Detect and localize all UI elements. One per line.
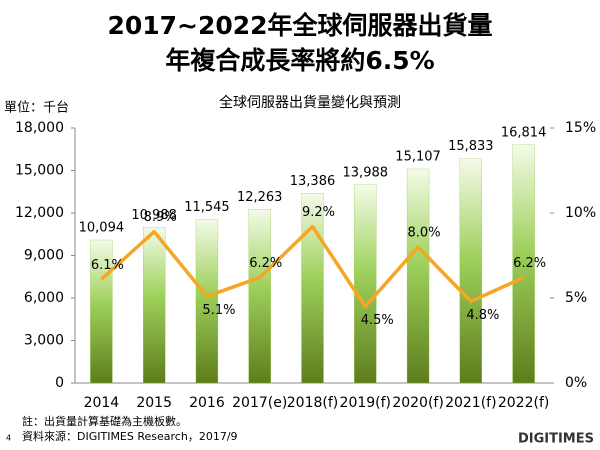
data-label: 15,833	[448, 139, 494, 154]
data-label: 15,107	[395, 149, 441, 164]
x-tick-label: 2017(e)	[232, 395, 287, 411]
data-label: 10,094	[79, 221, 125, 236]
line	[100, 224, 525, 309]
x-tick-label: 2018(f)	[287, 395, 338, 411]
y2-tick-label: 15%	[565, 120, 596, 136]
y2-tick-label: 0%	[565, 375, 587, 391]
x-tick-label: 2020(f)	[392, 395, 443, 411]
data-label: 11,545	[184, 200, 230, 215]
bar	[459, 158, 482, 384]
data-label: 9.2%	[302, 205, 335, 220]
chart-subtitle: 全球伺服器出貨量變化與預測	[219, 94, 401, 111]
x-tick-label: 2015	[136, 395, 172, 411]
chart-title: 2017~2022年全球伺服器出貨量	[107, 11, 492, 40]
page-number: 4	[6, 434, 11, 443]
note: 資料來源：DIGITIMES Research，2017/9	[22, 429, 238, 443]
bar	[512, 144, 535, 384]
bar	[301, 193, 324, 384]
data-label: 10,988	[131, 208, 177, 223]
data-label: 6.2%	[249, 256, 282, 271]
bar	[406, 168, 430, 384]
note: 註：出貨量計算基礎為主機板數。	[22, 414, 187, 428]
x-tick-label: 2021(f)	[445, 395, 496, 411]
y2-tick-label: 5%	[565, 290, 587, 306]
y-tick-label: 18,000	[15, 120, 64, 136]
chart-title: 年複合成長率將約6.5%	[165, 46, 434, 75]
data-label: 6.2%	[513, 256, 546, 271]
data-label: 13,988	[343, 165, 389, 180]
bar	[248, 209, 271, 384]
data-label: 8.0%	[408, 226, 441, 241]
y-tick-label: 0	[55, 375, 64, 391]
data-label: 13,386	[290, 174, 336, 189]
y-tick-label: 15,000	[15, 163, 64, 179]
x-tick-label: 2014	[84, 395, 120, 411]
data-label: 12,263	[237, 190, 283, 205]
bar	[143, 227, 166, 384]
logo: DIGITIMES	[518, 432, 594, 447]
data-label: 6.1%	[91, 258, 124, 273]
data-label: 8.9%	[144, 210, 177, 225]
unit-label: 單位：千台	[4, 101, 69, 116]
data-label: 5.1%	[202, 303, 235, 318]
y2-tick-label: 10%	[565, 205, 596, 221]
bar	[354, 184, 377, 384]
y-tick-label: 12,000	[15, 205, 64, 221]
y-tick-label: 3,000	[24, 333, 64, 349]
x-tick-label: 2019(f)	[340, 395, 391, 411]
data-label: 4.5%	[361, 313, 394, 328]
y-tick-label: 9,000	[24, 248, 64, 264]
bar	[195, 219, 219, 384]
data-label: 4.8%	[466, 308, 499, 323]
data-label: 16,814	[501, 125, 547, 140]
y-tick-label: 6,000	[24, 290, 64, 306]
x-tick-label: 2016	[189, 395, 225, 411]
x-tick-label: 2022(f)	[498, 395, 549, 411]
